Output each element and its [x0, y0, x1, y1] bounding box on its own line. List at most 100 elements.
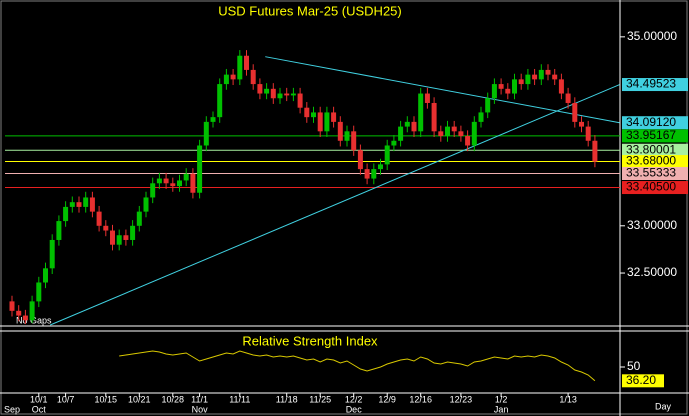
- candle-body: [424, 93, 430, 103]
- y-tick-label: 32.50000: [627, 265, 677, 279]
- candle-body: [471, 121, 477, 146]
- rsi-last-label: 36.20: [626, 373, 656, 387]
- candle-body: [130, 225, 136, 240]
- x-tick-label: 11/18: [276, 394, 298, 404]
- candle-body: [398, 126, 404, 141]
- candle-body: [56, 221, 62, 240]
- candle-body: [63, 206, 69, 222]
- candle-body: [378, 164, 383, 170]
- candle-body: [190, 173, 196, 193]
- candle-body: [585, 126, 591, 141]
- candle-body: [250, 69, 256, 85]
- candle-body: [76, 202, 82, 207]
- rsi-line: [119, 350, 596, 382]
- candle-body: [478, 112, 484, 122]
- month-label: Sep: [4, 404, 20, 414]
- level-label: 33.55333: [626, 166, 676, 180]
- candle-body: [163, 178, 169, 184]
- x-tick-label: 11/11: [229, 394, 250, 404]
- candle-body: [331, 112, 337, 122]
- candle-body: [123, 235, 129, 240]
- y-tick-label: 35.00000: [627, 29, 677, 43]
- candle-body: [592, 140, 598, 162]
- level-label: 33.80001: [626, 142, 676, 156]
- candle-body: [264, 88, 270, 94]
- candle-body: [532, 74, 538, 80]
- level-label: 33.68000: [626, 154, 676, 168]
- x-tick-label: 12/2: [345, 394, 363, 404]
- candle-body: [431, 102, 437, 132]
- rsi-title: Relative Strength Index: [242, 333, 378, 348]
- month-label: Jan: [494, 404, 509, 414]
- rsi-label-bg: [622, 374, 664, 388]
- level-label-bg: [622, 181, 688, 195]
- candle-body: [518, 79, 524, 85]
- candle-body: [552, 74, 558, 80]
- candle-body: [36, 282, 42, 302]
- gap-note: No Gaps: [16, 315, 52, 325]
- chart-title: USD Futures Mar-25 (USDH25): [218, 3, 402, 18]
- y-tick-label: 33.00000: [627, 218, 677, 232]
- candle-body: [391, 140, 397, 146]
- candle-body: [364, 169, 370, 179]
- candle-body: [505, 88, 511, 94]
- candle-body: [337, 121, 343, 141]
- month-label: Dec: [346, 404, 363, 414]
- candle-body: [96, 211, 102, 226]
- x-tick-label: 12/23: [450, 394, 473, 404]
- candle-body: [525, 74, 531, 85]
- x-tick-label: 10/1: [30, 394, 48, 404]
- level-label: 33.40500: [626, 180, 676, 194]
- candle-body: [110, 230, 115, 245]
- candle-body: [270, 88, 276, 99]
- candle-body: [290, 93, 296, 96]
- candle-body: [116, 235, 122, 245]
- candle-body: [371, 169, 377, 179]
- candle-body: [230, 74, 236, 80]
- x-tick-label: 11/1: [191, 394, 208, 404]
- candle-body: [465, 136, 471, 146]
- x-tick-label: 12/16: [409, 394, 432, 404]
- x-tick-label: 10/15: [95, 394, 118, 404]
- candle-body: [344, 131, 350, 141]
- candle-body: [565, 93, 571, 103]
- trend-label: 34.09120: [626, 115, 676, 129]
- candle-body: [572, 102, 578, 122]
- level-label-bg: [622, 155, 688, 169]
- candle-body: [49, 239, 55, 269]
- candle-body: [170, 183, 176, 187]
- candle-body: [498, 84, 504, 89]
- candle-body: [304, 107, 310, 118]
- level-label-bg: [622, 129, 688, 143]
- candle-body: [404, 121, 410, 127]
- candle-body: [485, 98, 491, 113]
- candle-body: [351, 131, 357, 151]
- candle-body: [83, 197, 89, 207]
- x-tick-label: 10/28: [162, 394, 185, 404]
- candle-body: [183, 173, 189, 181]
- candle-body: [538, 69, 544, 80]
- trend-line: [49, 84, 620, 326]
- trend-label-bg: [622, 78, 688, 92]
- trend-label-bg: [622, 116, 688, 130]
- rsi-tick-label: 50: [627, 359, 641, 373]
- candle-body: [69, 202, 75, 207]
- candle-body: [156, 178, 162, 184]
- candle-body: [143, 197, 149, 212]
- candle-body: [237, 55, 243, 80]
- candle-body: [284, 93, 290, 96]
- candle-body: [297, 93, 303, 108]
- candle-body: [89, 197, 95, 212]
- x-tick-label: 12/9: [378, 394, 396, 404]
- candle-body: [357, 150, 363, 170]
- candle-body: [223, 74, 229, 85]
- candle-body: [418, 93, 424, 132]
- candle-body: [203, 121, 209, 146]
- candle-body: [29, 301, 35, 321]
- candle-body: [43, 268, 48, 283]
- candle-body: [197, 145, 203, 193]
- candle-body: [458, 131, 464, 137]
- candle-body: [217, 84, 223, 118]
- candle-body: [244, 55, 249, 70]
